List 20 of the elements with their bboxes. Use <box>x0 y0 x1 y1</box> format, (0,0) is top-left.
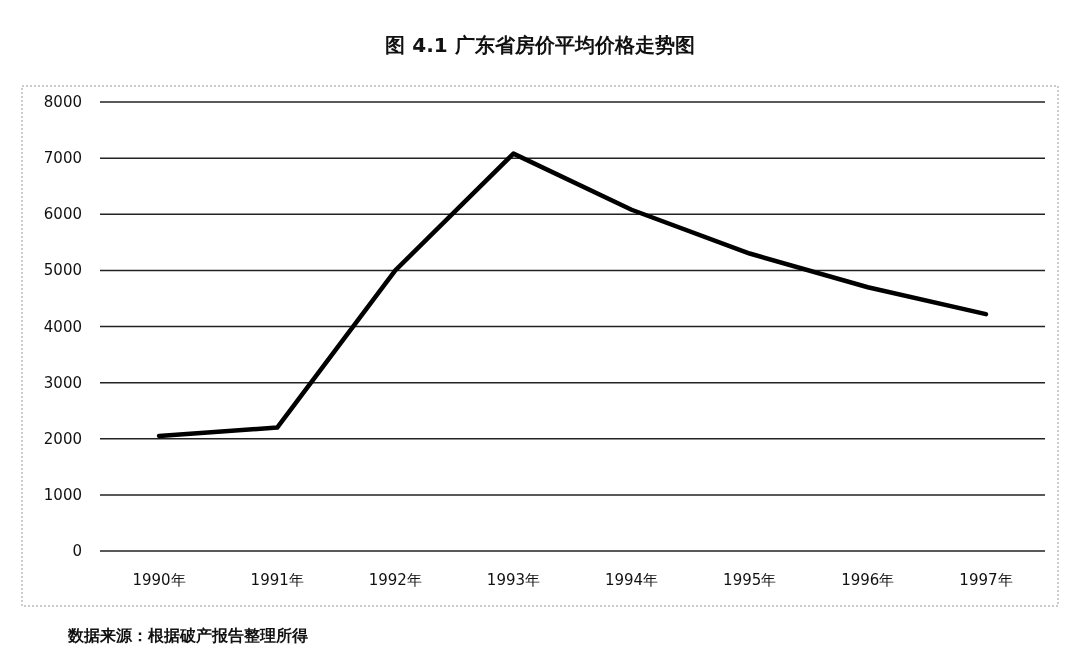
chart-title: 图 4.1 广东省房价平均价格走势图 <box>385 33 695 57</box>
y-tick-label: 6000 <box>43 205 82 224</box>
y-tick-label: 7000 <box>43 149 82 168</box>
x-tick-label: 1995年 <box>723 571 777 589</box>
x-tick-label: 1991年 <box>250 571 304 589</box>
y-tick-label: 8000 <box>43 93 82 111</box>
y-tick-label: 1000 <box>43 485 82 504</box>
y-tick-label: 0 <box>72 542 82 560</box>
line-series <box>156 151 989 439</box>
x-tick-label: 1996年 <box>841 571 895 589</box>
y-tick-label: 3000 <box>43 373 82 392</box>
y-tick-label: 4000 <box>43 317 82 336</box>
x-tick-label: 1993年 <box>486 571 541 589</box>
x-tick-label: 1990年 <box>132 571 186 589</box>
x-tick-label: 1997年 <box>959 571 1013 589</box>
x-tick-label: 1994年 <box>604 571 659 589</box>
source-note: 数据来源：根据破产报告整理所得 <box>67 626 308 645</box>
x-tick-label: 1992年 <box>368 571 422 589</box>
y-tick-label: 5000 <box>43 261 82 280</box>
y-tick-label: 2000 <box>43 429 82 448</box>
